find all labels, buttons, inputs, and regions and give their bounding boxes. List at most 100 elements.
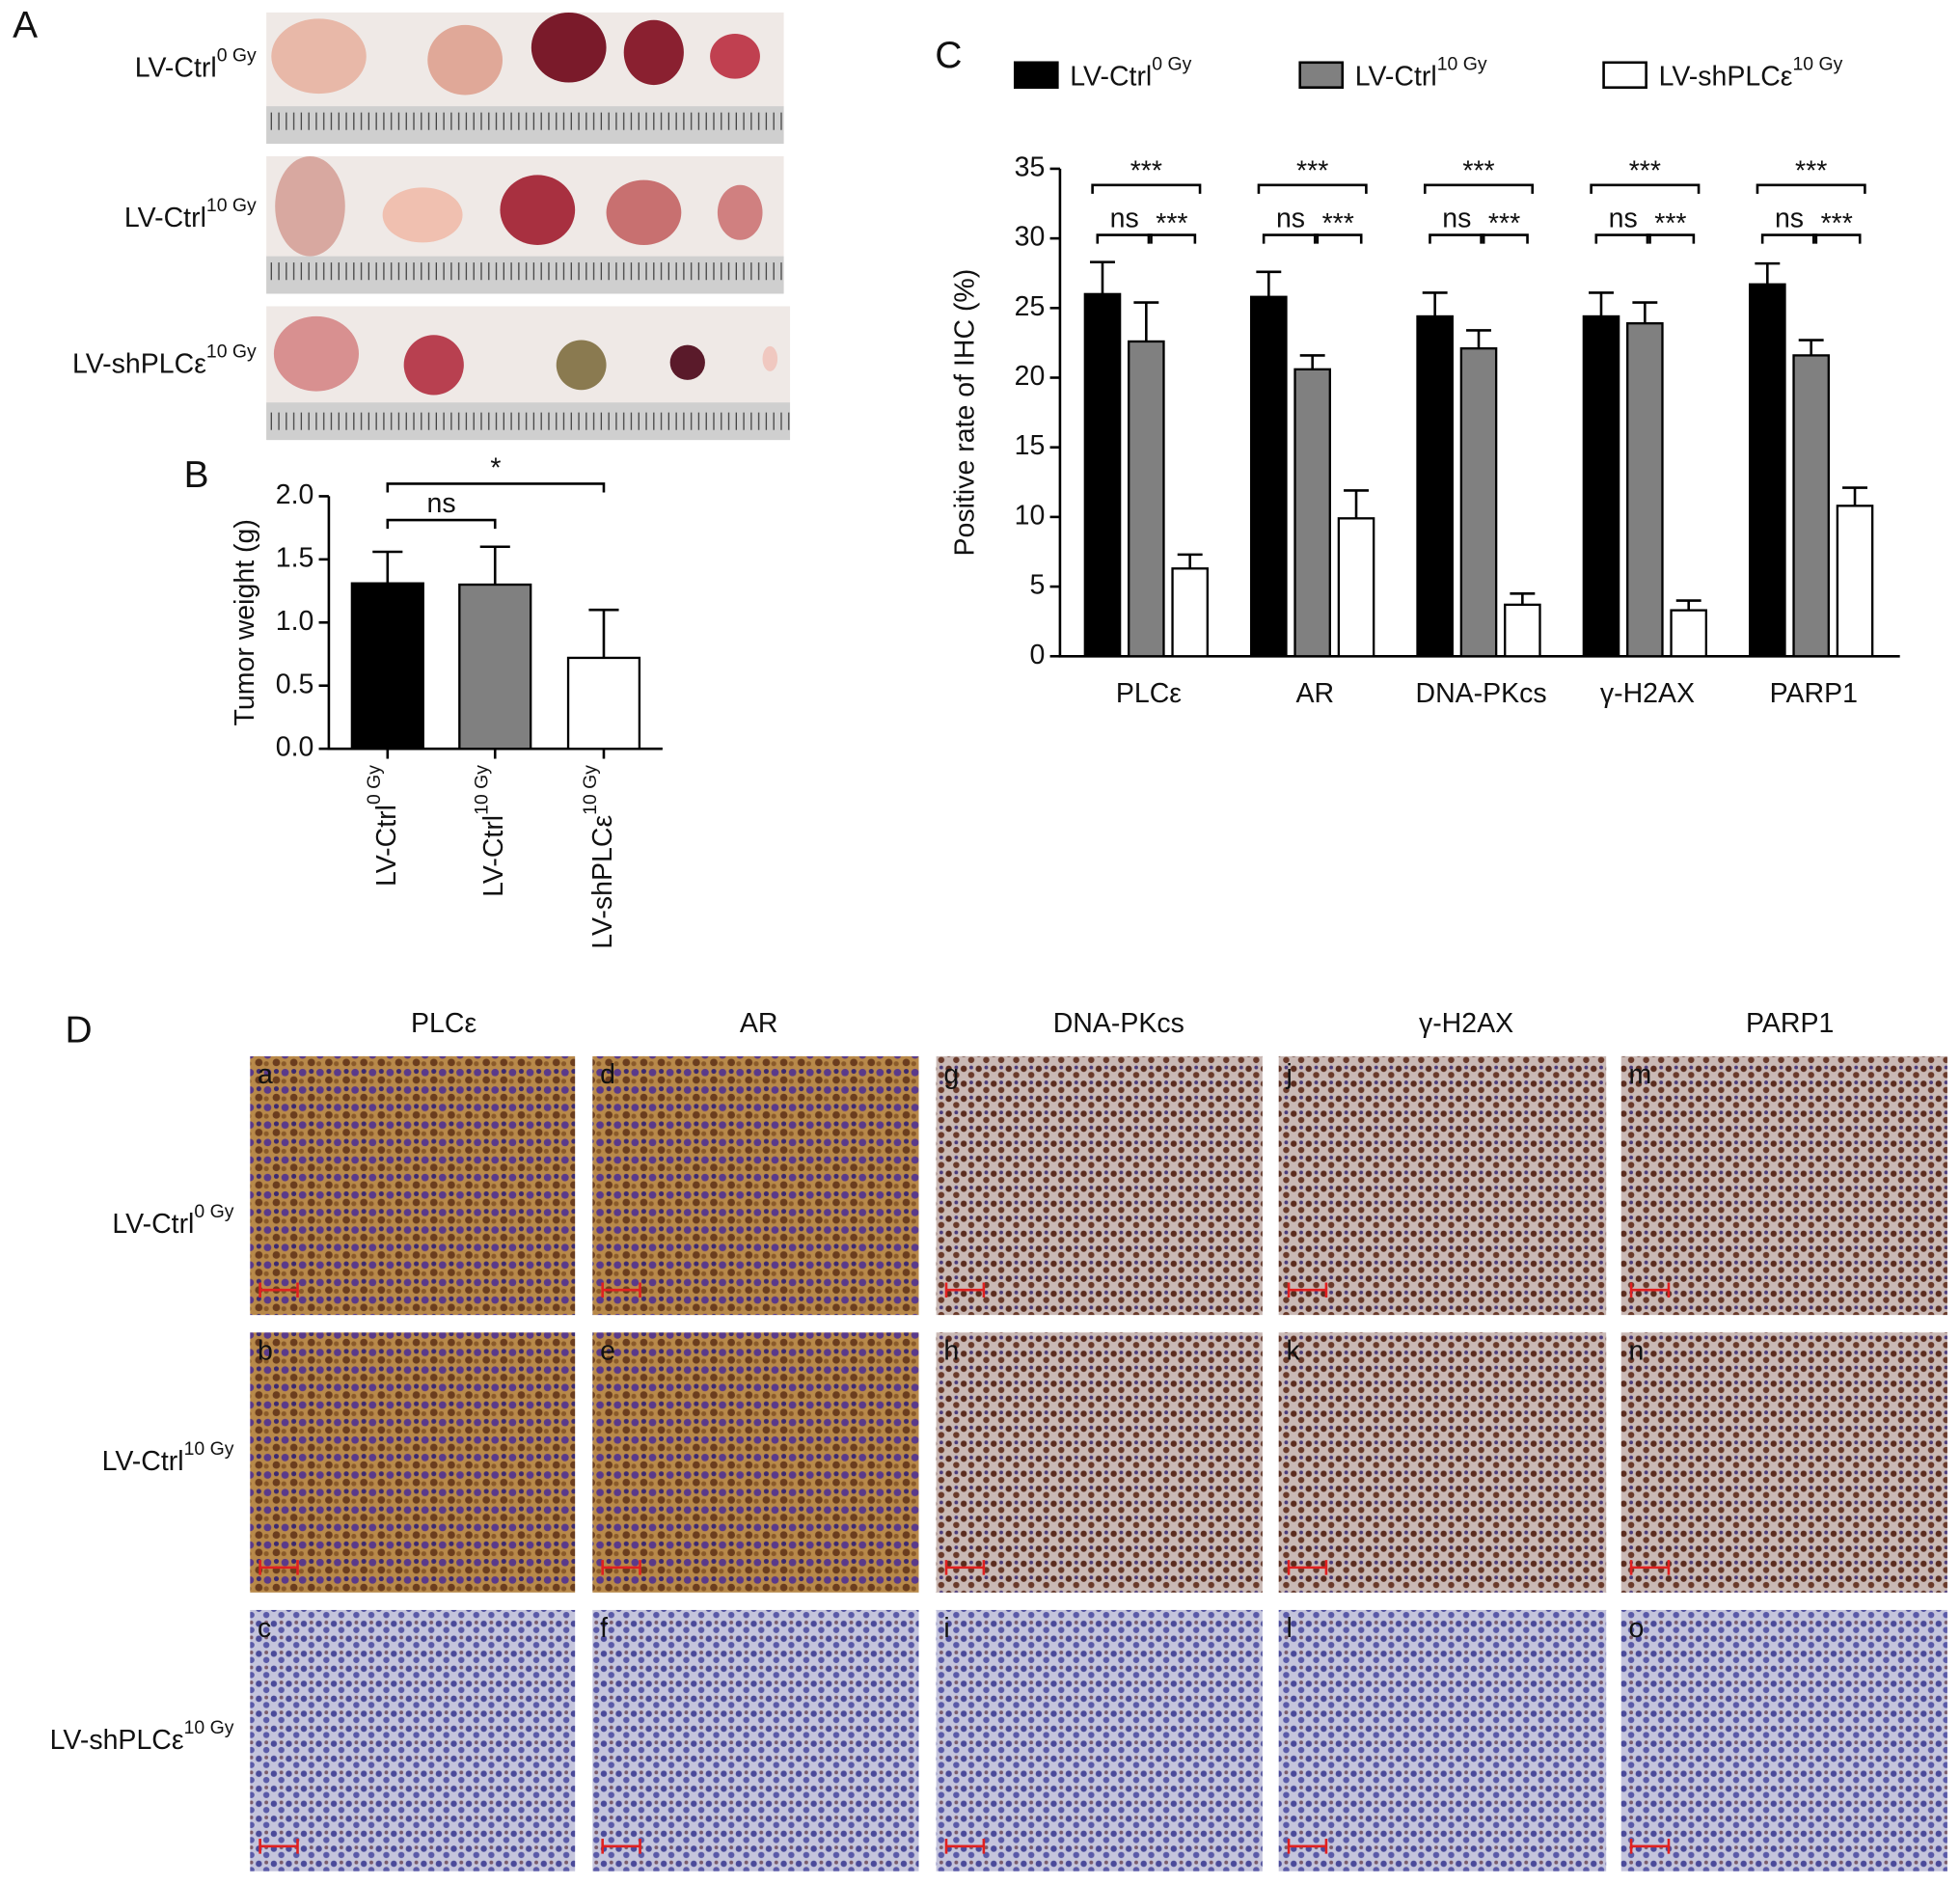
row-label-base: LV-Ctrl <box>102 1446 184 1477</box>
tumor <box>382 187 463 243</box>
tumor <box>669 344 705 380</box>
y-tick-label: 1.5 <box>276 542 314 573</box>
tumor <box>500 175 576 245</box>
scale-bar <box>944 1282 986 1298</box>
significance-bracket <box>1313 233 1363 244</box>
tumor <box>717 184 763 240</box>
error-bar <box>479 545 510 586</box>
significance-label: * <box>490 453 501 484</box>
ruler <box>266 402 791 441</box>
significance-bracket <box>386 518 497 530</box>
ihc-image <box>592 1332 919 1593</box>
tile-letter: j <box>1285 1059 1292 1090</box>
x-tick-label: PARP1 <box>1770 678 1858 709</box>
tumor <box>606 179 682 245</box>
y-tick-label: 2.0 <box>276 479 314 510</box>
column-label: PARP1 <box>1746 1008 1834 1039</box>
bar <box>1670 609 1708 658</box>
scale-bar <box>1629 1282 1671 1298</box>
row-label: LV-Ctrl0 Gy <box>135 44 257 82</box>
significance-bracket <box>1590 183 1701 194</box>
significance-label: ns <box>1276 204 1305 234</box>
significance-bracket <box>1756 183 1866 194</box>
tumor <box>531 12 607 83</box>
y-tick-label: 10 <box>1015 500 1046 531</box>
bar <box>350 582 424 751</box>
error-bar <box>1589 291 1614 316</box>
panel-letter: B <box>184 454 209 496</box>
bar <box>1337 517 1375 658</box>
scale-bar <box>601 1560 641 1575</box>
tile-letter: d <box>600 1059 615 1090</box>
x-tick-label-sup: 10 Gy <box>580 765 601 815</box>
ihc-image <box>1278 1055 1607 1316</box>
x-tick-label-sup: 0 Gy <box>364 765 385 805</box>
x-tick-label: LV-Ctrl0 Gy <box>364 765 401 887</box>
bar <box>1792 354 1830 658</box>
row-label-base: LV-Ctrl <box>135 52 217 83</box>
error-bar <box>1842 486 1867 506</box>
tumor <box>556 340 607 391</box>
y-tick-label: 15 <box>1015 430 1046 461</box>
significance-bracket <box>1646 233 1696 244</box>
significance-bracket <box>1091 183 1202 194</box>
tile-letter: e <box>600 1336 615 1367</box>
scale-bar <box>1287 1282 1328 1298</box>
column-label: AR <box>740 1008 778 1039</box>
significance-label: *** <box>1156 208 1187 239</box>
bar <box>1416 314 1454 658</box>
significance-label: *** <box>1130 155 1162 186</box>
tile-letter: a <box>258 1059 273 1090</box>
scale-bar <box>259 1560 299 1575</box>
significance-label: *** <box>1296 155 1328 186</box>
legend-swatch <box>1013 61 1059 89</box>
ihc-image <box>1620 1609 1947 1871</box>
ihc-image <box>1278 1609 1607 1871</box>
ihc-image <box>936 1332 1263 1593</box>
row-label-sup: 10 Gy <box>206 195 257 216</box>
bar <box>1250 295 1288 658</box>
significance-label: ns <box>426 488 455 519</box>
significance-bracket <box>1594 233 1651 244</box>
y-tick-label: 5 <box>1030 570 1046 601</box>
x-tick-label: DNA-PKcs <box>1416 678 1547 709</box>
ruler <box>266 256 784 294</box>
ihc-image <box>1620 1055 1947 1316</box>
x-tick-label: AR <box>1295 678 1334 709</box>
bar <box>458 583 532 751</box>
row-label-base: LV-shPLCε <box>50 1725 184 1756</box>
bar <box>1171 567 1209 658</box>
significance-bracket <box>1429 233 1485 244</box>
ihc-image <box>250 1055 576 1316</box>
error-bar <box>1798 339 1824 356</box>
tumor <box>762 345 778 371</box>
column-label: PLCε <box>411 1008 476 1039</box>
row-label: LV-Ctrl0 Gy <box>112 1201 233 1239</box>
ihc-image <box>936 1609 1263 1871</box>
bar <box>1128 340 1165 658</box>
scale-bar <box>944 1560 986 1575</box>
panel-letter: C <box>935 35 962 76</box>
bar <box>1749 283 1786 658</box>
error-bar <box>588 608 619 658</box>
tumor <box>275 155 345 257</box>
tumor <box>623 19 684 86</box>
significance-bracket <box>386 482 606 493</box>
error-bar <box>1466 329 1491 349</box>
row-label: LV-Ctrl10 Gy <box>102 1438 234 1476</box>
row-label-base: LV-shPLCε <box>72 348 206 379</box>
ihc-image <box>592 1609 919 1871</box>
y-tick-label: 0 <box>1030 640 1046 670</box>
significance-label: ns <box>1442 204 1471 234</box>
row-label-sup: 10 Gy <box>184 1438 234 1460</box>
legend-swatch <box>1298 61 1345 89</box>
panel-letter: A <box>13 5 38 46</box>
tumor <box>273 315 360 392</box>
row-label-sup: 0 Gy <box>217 44 257 66</box>
tile-letter: n <box>1628 1336 1644 1367</box>
significance-bracket <box>1257 183 1368 194</box>
tile-letter: k <box>1286 1336 1300 1367</box>
ihc-image <box>1620 1332 1947 1593</box>
tile-letter: c <box>258 1613 271 1644</box>
